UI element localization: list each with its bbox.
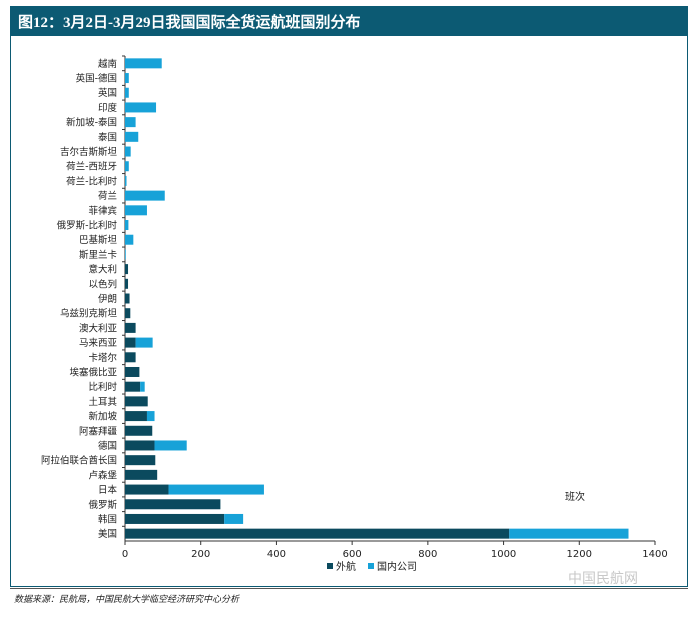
category-label: 以色列 [88,278,117,290]
category-label: 荷兰 [98,190,117,202]
category-label: 新加坡 [88,411,117,423]
bar-segment-domestic [125,220,129,231]
chart-axes [122,55,656,545]
category-label: 斯里兰卡 [79,249,118,261]
legend-label-domestic: 国内公司 [377,560,417,573]
bar-segment-foreign [125,499,221,510]
bar-segment-foreign [125,440,155,451]
category-label: 韩国 [98,513,117,525]
bar-segment-domestic [509,528,629,539]
bar-segment-foreign [125,469,158,480]
category-label: 泰国 [98,131,117,143]
category-label: 巴基斯坦 [79,234,118,246]
category-label: 卢森堡 [88,469,117,481]
category-label: 比利时 [88,381,117,393]
bar-segment-domestic [125,87,129,98]
category-label: 卡塔尔 [88,352,117,364]
figure-title-bar: 图12：3月2日-3月29日我国国际全货运航班国别分布 [10,6,688,36]
figure-frame [10,36,688,587]
legend-swatch-domestic [368,563,374,569]
x-tick-label: 1000 [491,549,516,560]
bar-segment-foreign [125,352,136,363]
bar-segment-domestic [125,249,126,260]
bar-segment-domestic [135,337,153,348]
bar-segment-foreign [125,381,141,392]
bar-segment-domestic [168,484,264,495]
watermark: 中国民航网 [568,571,638,587]
bar-segment-foreign [125,293,130,304]
category-label: 马来西亚 [79,338,118,349]
bar-segment-foreign [125,455,156,466]
bar-segment-domestic [125,58,162,69]
category-label: 越南 [98,58,117,70]
bar-segment-foreign [125,264,129,275]
x-tick-label: 800 [418,549,437,560]
bar-segment-foreign [125,278,129,289]
source-divider [10,588,688,589]
category-label: 阿塞拜疆 [79,425,118,437]
bar-segment-foreign [125,366,140,377]
bar-segment-domestic [125,102,157,113]
source-note: 数据来源：民航局，中国民航大学临空经济研究中心分析 [14,595,240,605]
bar-segment-foreign [125,484,169,495]
legend-label-foreign: 外航 [336,560,356,573]
x-tick-label: 1200 [567,549,592,560]
chart-legend: 外航 国内公司 [327,560,417,573]
bar-segment-domestic [125,205,147,216]
bar-segment-foreign [125,337,136,348]
category-label: 英国-德国 [76,73,117,85]
bar-segment-domestic [125,117,136,128]
bar-segment-domestic [146,411,155,422]
category-label: 意大利 [88,264,117,276]
figure-title: 图12：3月2日-3月29日我国国际全货运航班国别分布 [18,14,361,31]
bar-segment-domestic [125,146,131,157]
bar-segment-domestic [125,73,129,84]
category-label: 俄罗斯-比利时 [57,220,118,232]
category-label: 土耳其 [88,396,117,408]
category-label: 德国 [98,440,117,452]
bar-segment-domestic [125,190,165,201]
bar-segment-domestic [125,161,129,172]
chart-labels: 0 200 400 600 800 1000 1200 1400 越南英国-德国英国印度新加坡-… [41,58,668,560]
category-label: 乌兹别克斯坦 [60,308,118,320]
bar-segment-domestic [125,131,139,142]
bar-segment-domestic [154,440,187,451]
category-label: 俄罗斯 [88,499,117,511]
category-label: 伊朗 [98,293,117,305]
legend-swatch-foreign [327,563,333,569]
chart-bars [125,58,629,539]
x-tick-label: 200 [191,549,210,560]
unit-label: 班次 [565,490,585,503]
bar-segment-domestic [140,381,145,392]
category-label: 日本 [98,484,118,496]
bar-segment-foreign [125,308,131,319]
category-label: 澳大利亚 [79,322,118,334]
bar-segment-domestic [125,234,134,245]
bar-segment-foreign [125,425,153,436]
bar-segment-foreign [125,396,148,407]
category-label: 吉尔吉斯斯坦 [60,146,118,158]
category-label: 埃塞俄比亚 [69,366,117,378]
bar-segment-foreign [125,411,147,422]
bar-segment-domestic [224,513,244,524]
category-label: 新加坡-泰国 [66,117,117,129]
x-tick-label: 1400 [642,549,667,560]
x-tick-label: 400 [267,549,286,560]
category-label: 荷兰-西班牙 [66,161,117,173]
bar-segment-foreign [125,528,510,539]
category-label: 阿拉伯联合酋长国 [41,455,117,467]
category-label: 印度 [98,102,118,114]
bar-segment-foreign [125,513,225,524]
category-label: 英国 [98,87,117,99]
bar-segment-foreign [125,322,136,333]
x-tick-label: 0 [122,549,128,560]
category-label: 美国 [98,528,117,540]
category-label: 荷兰-比利时 [66,175,117,187]
bar-segment-domestic [125,175,127,186]
x-tick-label: 600 [343,549,362,560]
category-label: 菲律宾 [88,205,117,217]
